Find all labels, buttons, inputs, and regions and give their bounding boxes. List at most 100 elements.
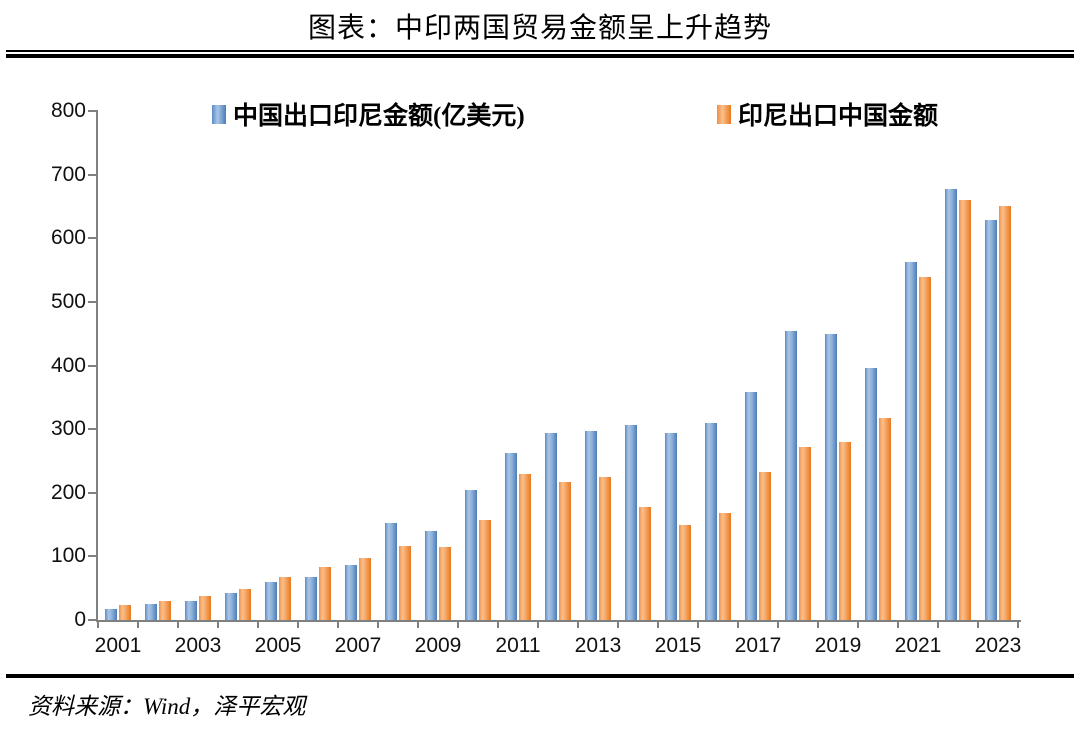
bar-series0-2007: [345, 565, 357, 620]
bar-series1-2003: [199, 596, 211, 620]
bar-series1-2008: [399, 546, 411, 620]
bar-series0-2017: [745, 392, 757, 620]
bar-series0-2019: [825, 334, 837, 620]
bar-series1-2009: [439, 547, 451, 620]
x-axis-tick: [937, 620, 939, 628]
bar-series1-2006: [319, 566, 331, 620]
bar-series0-2008: [385, 522, 397, 620]
legend-label: 中国出口印尼金额(亿美元): [233, 103, 525, 130]
x-axis-tick-label: 2007: [334, 634, 382, 657]
x-axis-tick-label: 2017: [734, 634, 782, 657]
source-credit: 资料来源：Wind，泽平宏观: [28, 694, 306, 719]
bar-series0-2012: [545, 432, 557, 620]
legend-marker-icon: [212, 104, 226, 124]
x-axis-tick: [897, 620, 899, 628]
y-axis-tick-label: 500: [50, 289, 86, 313]
bar-series0-2018: [785, 330, 797, 620]
bar-series1-2023: [999, 206, 1011, 620]
bar-series1-2010: [479, 520, 491, 620]
x-axis-tick-label: 2013: [574, 634, 622, 657]
x-axis-tick: [617, 620, 619, 628]
bar-series0-2015: [665, 432, 677, 620]
y-axis-tick: [88, 110, 96, 112]
x-axis-tick: [97, 620, 99, 628]
y-axis-tick-label: 300: [50, 417, 86, 441]
x-axis-tick-label: 2021: [894, 634, 942, 657]
y-axis-tick: [88, 619, 96, 621]
bar-series0-2016: [705, 423, 717, 620]
x-axis-tick: [817, 620, 819, 628]
y-axis-tick-label: 200: [50, 480, 86, 504]
x-axis-tick-label: 2003: [174, 634, 222, 657]
bar-series0-2002: [145, 604, 157, 620]
x-axis-tick: [857, 620, 859, 628]
y-axis-tick-label: 0: [74, 608, 86, 631]
x-axis-tick-label: 2011: [495, 634, 541, 657]
x-axis-tick: [137, 620, 139, 628]
bar-series0-2011: [505, 453, 517, 620]
x-axis-tick-label: 2005: [254, 634, 302, 657]
x-axis-tick: [297, 620, 299, 628]
plot-area: [97, 111, 1019, 628]
bar-series0-2022: [945, 189, 957, 620]
x-axis-tick: [217, 620, 219, 628]
bar-series0-2014: [625, 425, 637, 620]
bar-series0-2013: [585, 431, 597, 620]
bar-series0-2006: [305, 576, 317, 620]
bar-series0-2001: [105, 608, 117, 620]
x-axis-tick-label: 2015: [654, 634, 702, 657]
legend-item-0: 中国出口印尼金额(亿美元): [212, 100, 525, 130]
y-axis-tick-label: 800: [50, 99, 86, 122]
chart-title: 图表：中印两国贸易金额呈上升趋势: [307, 13, 772, 44]
x-axis-tick: [657, 620, 659, 628]
bar-series0-2004: [225, 593, 237, 620]
x-axis-tick: [457, 620, 459, 628]
y-axis-tick-label: 700: [50, 162, 86, 186]
bar-series1-2017: [759, 472, 771, 620]
bar-series1-2020: [879, 418, 891, 620]
bar-series1-2015: [679, 524, 691, 620]
x-axis-tick: [377, 620, 379, 628]
bar-series1-2012: [559, 481, 571, 620]
bar-series0-2003: [185, 600, 197, 620]
legend-label: 印尼出口中国金额: [738, 103, 939, 130]
x-axis-tick: [177, 620, 179, 628]
header-rule-thick: [6, 54, 1074, 58]
y-axis-tick-label: 400: [50, 353, 86, 377]
x-axis-tick: [497, 620, 499, 628]
x-axis-tick: [257, 620, 259, 628]
x-axis-tick-label: 2023: [974, 634, 1022, 657]
x-axis-tick: [537, 620, 539, 628]
x-axis-tick: [737, 620, 739, 628]
header-rule-thin: [6, 50, 1074, 52]
y-axis-tick: [88, 300, 96, 303]
bar-series1-2007: [359, 557, 371, 620]
bar-series1-2011: [519, 473, 531, 620]
footer-rule: [6, 674, 1074, 678]
x-axis-tick: [777, 620, 779, 628]
bar-series1-2021: [919, 277, 931, 620]
legend-marker-icon: [717, 104, 731, 124]
x-axis-tick-label: 2001: [94, 634, 142, 657]
x-axis-line: [96, 620, 1021, 622]
bar-series0-2009: [425, 530, 437, 620]
y-axis-tick-label: 100: [50, 544, 86, 568]
bar-series0-2010: [465, 490, 477, 620]
x-axis-tick: [577, 620, 579, 628]
x-axis-tick: [697, 620, 699, 628]
bar-series1-2004: [239, 589, 251, 620]
bar-series1-2019: [839, 441, 851, 620]
x-axis-tick-label: 2009: [414, 634, 462, 657]
bar-series0-2005: [265, 582, 277, 620]
y-axis-line: [96, 110, 98, 621]
bar-series1-2002: [159, 600, 171, 620]
y-axis-tick: [88, 173, 96, 176]
bar-series1-2016: [719, 513, 731, 620]
legend-item-1: 印尼出口中国金额: [717, 100, 938, 130]
y-axis-tick: [88, 428, 96, 431]
y-axis-tick: [88, 491, 96, 494]
bar-series1-2018: [799, 446, 811, 620]
y-axis-tick: [88, 364, 96, 367]
x-axis-tick: [1017, 620, 1019, 628]
